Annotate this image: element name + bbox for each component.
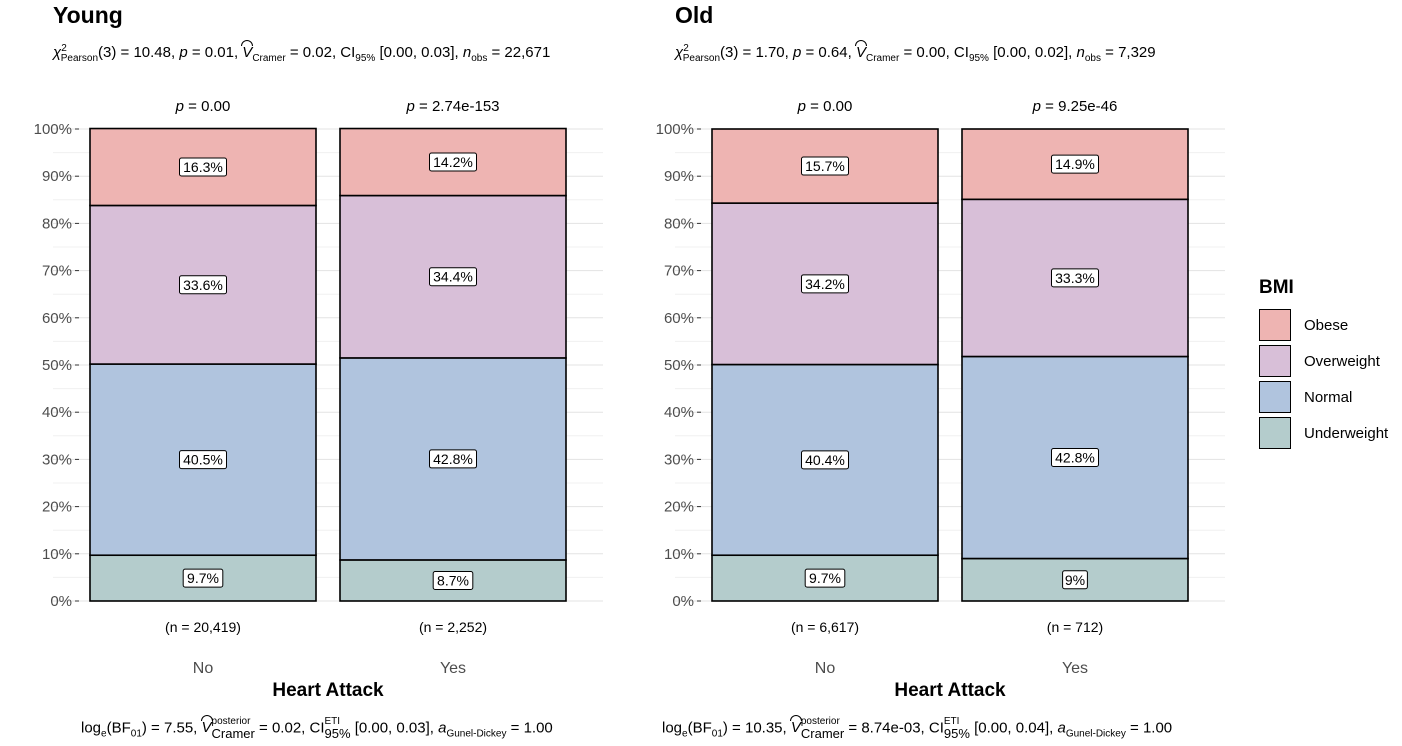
x-tick-label: No [193, 660, 214, 677]
y-tick-label: 70% [42, 263, 72, 280]
x-axis-title: Heart Attack [272, 680, 384, 701]
data-label: 42.8% [433, 451, 473, 467]
data-label-box [179, 275, 227, 295]
y-tick-label: 100% [656, 121, 694, 138]
data-label: 9.7% [187, 570, 219, 586]
x-tick-label: Yes [440, 660, 466, 677]
bar-pvalue-label: p = 0.00 [175, 98, 231, 115]
x-tick-label: Yes [1062, 660, 1088, 677]
data-label-box [801, 274, 849, 294]
y-tick-label: 90% [664, 168, 694, 185]
panel-title: Young [53, 2, 123, 28]
data-label-box [1051, 268, 1099, 288]
y-tick-label: 30% [42, 451, 72, 468]
data-label-box [801, 450, 849, 470]
y-tick-label: 100% [34, 121, 72, 138]
y-tick-label: 50% [664, 357, 694, 374]
stacked-bar-plot: 0% 10% 20% 30% 40% 50% 60% 70% 80% 90% 100% 9.7% 40.… [656, 98, 1225, 677]
y-tick-label: 40% [42, 404, 72, 421]
y-tick-label: 70% [664, 263, 694, 280]
y-tick-label: 10% [664, 546, 694, 563]
legend-item-normal: Normal [1259, 379, 1399, 415]
chart-panel-old: Old χ2Pearson(3) = 1.70, p = 0.64, VCram… [656, 0, 1305, 746]
data-label-box [432, 570, 474, 590]
legend: BMI Obese Overweight Normal Underweight [1259, 277, 1399, 451]
data-label: 14.2% [433, 154, 473, 170]
x-axis-title: Heart Attack [894, 680, 1006, 701]
data-label: 34.4% [433, 269, 473, 285]
data-label-box [1062, 570, 1088, 590]
panel-subtitle: χ2Pearson(3) = 10.48, p = 0.01, VCramer … [53, 43, 551, 64]
y-tick-label: 20% [42, 499, 72, 516]
data-label-box [1051, 154, 1099, 174]
bar-pvalue-label: p = 2.74e-153 [406, 98, 500, 115]
data-label: 33.3% [1055, 270, 1095, 286]
y-tick-label: 80% [664, 215, 694, 232]
legend-swatch-obese [1259, 309, 1291, 341]
legend-item-underweight: Underweight [1259, 415, 1399, 451]
y-tick-label: 40% [664, 404, 694, 421]
stacked-bar-plot: 0% 10% 20% 30% 40% 50% 60% 70% 80% 90% 100% 9.7% 40.… [34, 98, 603, 677]
data-label: 14.9% [1055, 156, 1095, 172]
legend-label: Obese [1304, 316, 1349, 334]
y-tick-label: 10% [42, 546, 72, 563]
y-tick-label: 0% [672, 593, 694, 610]
bar-count-label: (n = 6,617) [791, 619, 859, 635]
x-tick-label: No [815, 660, 836, 677]
y-tick-label: 0% [50, 593, 72, 610]
data-label-box [182, 568, 224, 588]
data-label: 33.6% [183, 277, 223, 293]
data-label: 9% [1065, 572, 1085, 588]
legend-swatch-normal [1259, 381, 1291, 413]
data-label: 42.8% [1055, 450, 1095, 466]
bar-pvalue-label: p = 9.25e-46 [1032, 98, 1118, 115]
data-label: 16.3% [183, 159, 223, 175]
y-tick-label: 80% [42, 215, 72, 232]
y-tick-label: 60% [42, 310, 72, 327]
bar-count-label: (n = 20,419) [165, 619, 241, 635]
legend-swatch-overweight [1259, 345, 1291, 377]
data-label-box [429, 449, 477, 469]
data-label: 9.7% [809, 570, 841, 586]
legend-label: Overweight [1304, 352, 1380, 370]
legend-swatch-underweight [1259, 417, 1291, 449]
y-tick-label: 20% [664, 499, 694, 516]
bar-segment-obese [711, 128, 939, 204]
y-tick-label: 30% [664, 451, 694, 468]
data-label: 15.7% [805, 158, 845, 174]
y-tick-label: 60% [664, 310, 694, 327]
data-label-box [801, 156, 849, 176]
data-label: 34.2% [805, 276, 845, 292]
data-label-box [179, 450, 227, 470]
data-label: 40.5% [183, 452, 223, 468]
data-label: 40.4% [805, 452, 845, 468]
data-label-box [804, 568, 846, 588]
y-tick-label: 90% [42, 168, 72, 185]
data-label-box [429, 267, 477, 287]
legend-item-obese: Obese [1259, 307, 1399, 343]
panel-title: Old [675, 2, 714, 28]
legend-title: BMI [1259, 277, 1294, 298]
bar-pvalue-label: p = 0.00 [797, 98, 853, 115]
data-label-box [179, 157, 227, 177]
panel-subtitle: χ2Pearson(3) = 1.70, p = 0.64, VCramer =… [675, 43, 1156, 64]
bar-count-label: (n = 712) [1047, 619, 1103, 635]
legend-label: Normal [1304, 388, 1353, 406]
data-label-box [1051, 448, 1099, 468]
data-label-box [429, 152, 477, 172]
y-tick-label: 50% [42, 357, 72, 374]
legend-item-overweight: Overweight [1259, 343, 1399, 379]
chart-panel-young: Young χ2Pearson(3) = 10.48, p = 0.01, VC… [34, 0, 683, 746]
bar-count-label: (n = 2,252) [419, 619, 487, 635]
legend-label: Underweight [1304, 424, 1389, 442]
data-label: 8.7% [437, 572, 469, 588]
